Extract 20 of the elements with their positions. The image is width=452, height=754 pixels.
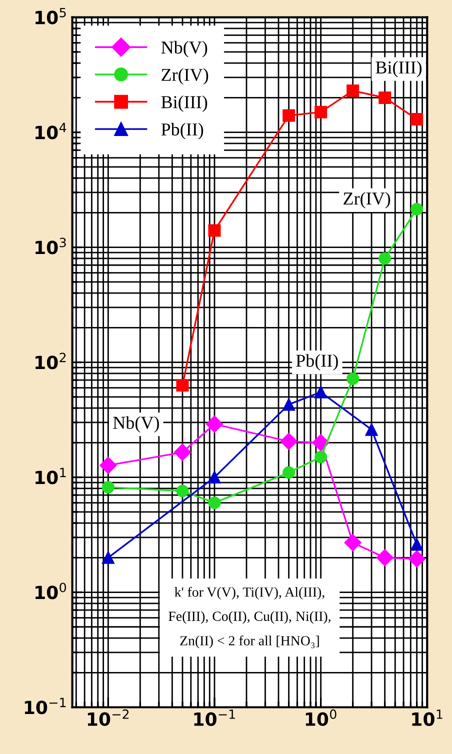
y-tick-label: 10$^{1}$ (36, 468, 66, 484)
legend-label: Zr(IV) (162, 68, 208, 85)
annotation: Pb(II) (296, 354, 338, 370)
annotation: Nb(V) (113, 416, 159, 433)
y-tick-label: 10$^{−1}$ (24, 698, 66, 714)
y-tick-label: 10$^{4}$ (36, 122, 66, 140)
x-tick-label: 10$^{−2}$ (88, 709, 129, 726)
annotation: Zr(IV) (344, 192, 390, 208)
y-tick-label: 10$^{3}$ (36, 238, 66, 254)
x-tick-label: 10$^{0}$ (306, 709, 336, 726)
annotation: k' for V(V), Ti(IV), Al(III), Fe(III), Co(II), Cu(II), Ni(II), Zn(II) < 2 for all [HNO₃] (168, 586, 330, 648)
x-tick-label: 10$^{1}$ (412, 710, 442, 726)
y-tick-label: 10$^{2}$ (36, 352, 66, 370)
y-tick-label: 10$^{0}$ (36, 582, 66, 600)
legend-label: Pb(II) (161, 122, 204, 140)
legend-label: Bi(III) (161, 96, 208, 112)
annotation: Bi(III) (376, 60, 422, 78)
legend-label: Nb(V) (161, 40, 208, 58)
y-tick-label: 10$^{5}$ (36, 8, 66, 24)
x-tick-label: 10$^{−1}$ (194, 710, 235, 726)
